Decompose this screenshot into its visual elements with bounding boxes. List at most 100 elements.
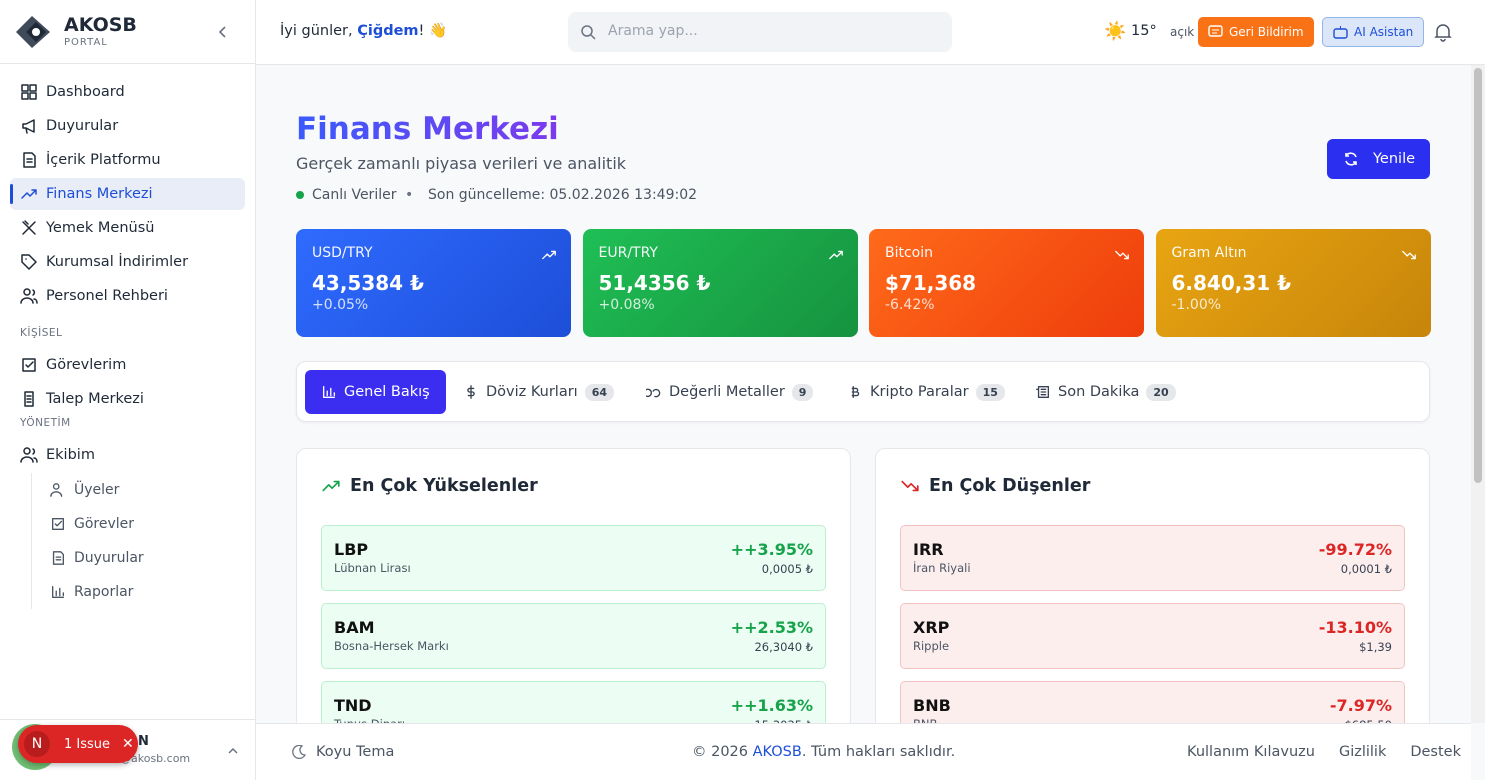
sub-nav-item[interactable]: Duyurular: [50, 543, 144, 573]
market-row[interactable]: TND Tunus Dinarı ++1.63% 15,3035 ₺: [321, 681, 826, 723]
sub-nav-item[interactable]: Üyeler: [50, 475, 119, 505]
scrollbar[interactable]: [1471, 65, 1485, 723]
row-name: BNB: [913, 717, 1392, 723]
tab-count: 64: [584, 383, 615, 401]
card-change: +0.05%: [312, 297, 369, 313]
tab[interactable]: Döviz Kurları 64: [447, 370, 630, 414]
footer-links: Kullanım Kılavuzu Gizlilik Destek: [1187, 744, 1461, 760]
weather: açık: [1170, 25, 1195, 39]
nav-item[interactable]: Finans Merkezi: [10, 178, 245, 210]
refresh-label: Yenile: [1373, 151, 1416, 167]
icon: [851, 386, 860, 398]
icon: [52, 551, 64, 565]
market-row[interactable]: XRP Ripple -13.10% $1,39: [900, 603, 1405, 669]
nav-label: Yemek Menüsü: [46, 220, 155, 236]
company[interactable]: AKOSB: [752, 744, 802, 760]
card-change: -1.00%: [1171, 297, 1222, 313]
live-label: Canlı Veriler: [312, 187, 397, 203]
icon: [22, 119, 35, 134]
theme-label: Koyu Tema: [316, 744, 395, 760]
sub-nav-label: Duyurular: [74, 550, 144, 566]
market-row[interactable]: IRR İran Riyali -99.72% 0,0001 ₺: [900, 525, 1405, 591]
row-change: ++2.53%: [730, 618, 813, 637]
greeting: İyi günler, Çiğdem! 👋: [280, 22, 447, 39]
nav-label: İçerik Platformu: [46, 152, 161, 168]
row-code: BAM: [334, 618, 375, 637]
icon: [20, 288, 38, 304]
nav-item[interactable]: Duyurular: [10, 110, 245, 142]
nav-item[interactable]: Yemek Menüsü: [10, 212, 245, 244]
scrollbar-thumb[interactable]: [1474, 68, 1482, 483]
card-change: -6.42%: [885, 297, 935, 313]
user-box[interactable]: N @akosb.com N 1 Issue ✕: [0, 719, 255, 780]
feedback-button[interactable]: Geri Bildirim: [1198, 17, 1314, 47]
footer-link[interactable]: Destek: [1410, 744, 1461, 760]
nav-item[interactable]: Kurumsal İndirimler: [10, 246, 245, 278]
theme-toggle[interactable]: Koyu Tema: [292, 744, 394, 760]
nav-item[interactable]: İçerik Platformu: [10, 144, 245, 176]
row-change: ++1.63%: [730, 696, 813, 715]
separator: •: [405, 187, 414, 203]
footer-link[interactable]: Gizlilik: [1338, 744, 1387, 760]
icon: [1115, 250, 1129, 260]
icon: [21, 254, 37, 270]
card-name: USD/TRY: [312, 245, 373, 261]
nav-item[interactable]: Dashboard: [10, 76, 245, 108]
search-box[interactable]: Arama yap...: [568, 12, 952, 52]
tab-label: Değerli Metaller: [669, 384, 785, 400]
panel-title: En Çok Yükselenler: [350, 476, 538, 496]
row-price: $1,39: [1359, 640, 1392, 654]
greeting-text: İyi günler,: [280, 23, 358, 39]
tab[interactable]: Son Dakika 20: [1019, 370, 1192, 414]
tab[interactable]: Değerli Metaller 9: [630, 370, 829, 414]
row-price: 26,3040 ₺: [754, 640, 813, 654]
collapse-button[interactable]: [215, 24, 231, 40]
panel-title: En Çok Düşenler: [929, 476, 1091, 496]
tab-bar: [296, 361, 1430, 422]
refresh-icon: [1345, 152, 1357, 166]
nav-item[interactable]: Görevlerim: [10, 349, 245, 381]
nav-item[interactable]: Ekibim: [10, 439, 245, 471]
sub-nav-item[interactable]: Görevler: [50, 509, 134, 539]
nav-item[interactable]: Talep Merkezi: [10, 383, 245, 415]
row-name: Bosna-Hersek Markı: [334, 639, 449, 653]
search-placeholder: Arama yap...: [608, 23, 698, 39]
row-price: 0,0001 ₺: [1340, 562, 1392, 576]
assistant-button[interactable]: AI Asistan: [1322, 17, 1425, 47]
icon: [21, 189, 37, 199]
tab-count: 9: [791, 383, 814, 401]
sub-nav-item[interactable]: Raporlar: [50, 577, 133, 607]
market-row[interactable]: BNB BNB -7.97% $685,50: [900, 681, 1405, 723]
panel: En Çok Düşenler IRR İran Riyali -99.72% 0,00…: [875, 448, 1430, 723]
temperature: 15°: [1131, 23, 1157, 39]
tab-count: 15: [975, 383, 1005, 401]
live-dot: [296, 191, 304, 199]
panel-header: En Çok Düşenler: [900, 476, 1090, 496]
notifications[interactable]: [1433, 22, 1453, 42]
sub-nav-label: Raporlar: [74, 584, 134, 600]
market-row[interactable]: BAM Bosna-Hersek Markı ++2.53% 26,3040 ₺: [321, 603, 826, 669]
icon: [542, 250, 556, 260]
row-change: -7.97%: [1329, 696, 1392, 715]
row-code: TND: [334, 696, 372, 715]
page-title: Finans Merkezi: [296, 111, 559, 147]
tab[interactable]: Kripto Paralar 15: [831, 370, 1021, 414]
issue-initial: N: [24, 731, 50, 757]
icon: [1036, 386, 1049, 398]
nav-item[interactable]: Personel Rehberi: [10, 280, 245, 312]
tab[interactable]: Genel Bakış: [305, 370, 446, 414]
market-row[interactable]: LBP Lübnan Lirası ++3.95% 0,0005 ₺: [321, 525, 826, 591]
icon: [22, 358, 36, 372]
card-name: EUR/TRY: [598, 245, 658, 261]
nav-label: Personel Rehberi: [46, 288, 168, 304]
icon: [21, 84, 37, 100]
tab-label: Son Dakika: [1058, 384, 1140, 400]
row-code: IRR: [913, 540, 944, 559]
nav-label: Dashboard: [46, 84, 125, 100]
footer-link[interactable]: Kullanım Kılavuzu: [1187, 744, 1315, 760]
issue-close[interactable]: ✕: [122, 736, 134, 752]
sub-nav-label: Görevler: [74, 516, 135, 532]
refresh-button[interactable]: Yenile: [1327, 139, 1430, 179]
issue-badge[interactable]: N 1 Issue ✕: [18, 725, 138, 763]
